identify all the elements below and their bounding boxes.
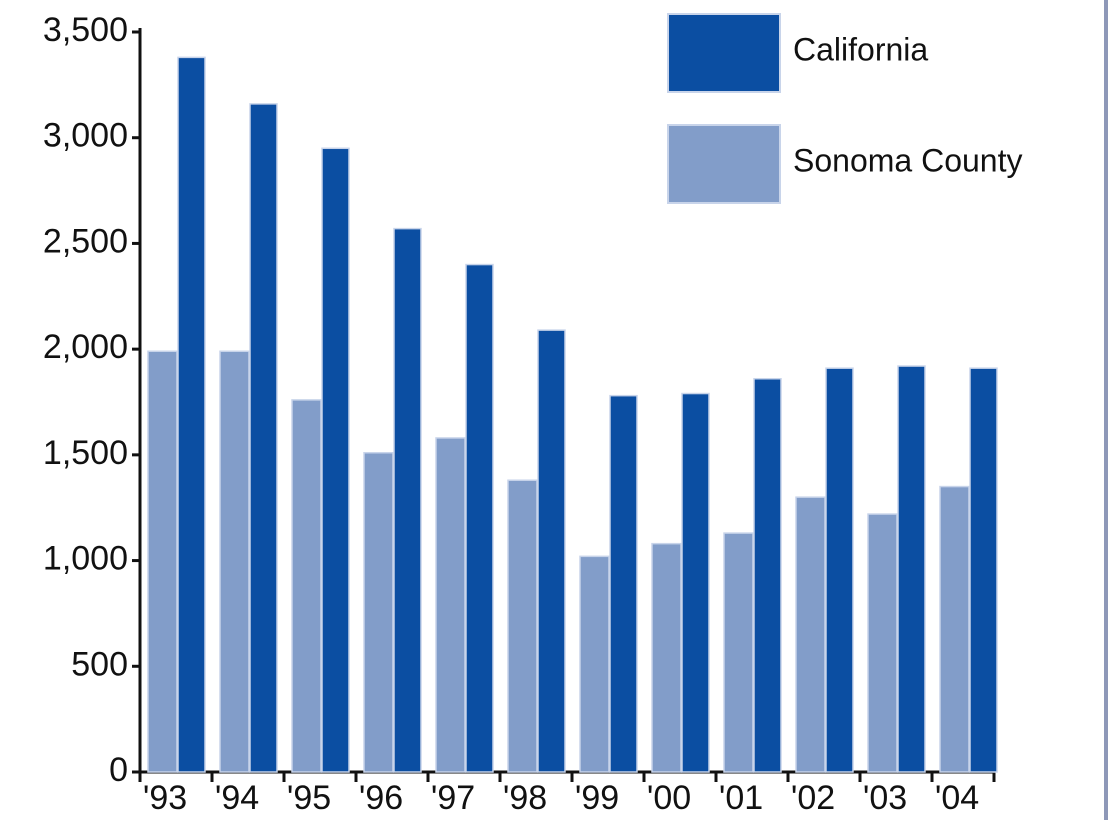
bar [393, 227, 422, 773]
bar [825, 367, 854, 773]
bar [465, 263, 494, 773]
bar [435, 437, 466, 773]
bar [723, 532, 754, 773]
x-tick-label: '93 [143, 779, 187, 817]
bar [753, 377, 782, 773]
bar [507, 479, 538, 773]
x-tick-label: '00 [647, 779, 691, 817]
bar [579, 555, 610, 773]
bar [795, 496, 826, 773]
legend-swatch [667, 124, 781, 204]
bar [177, 56, 206, 773]
x-tick-label: '98 [503, 779, 547, 817]
y-tick-label: 2,000 [43, 328, 128, 366]
x-tick-label: '01 [719, 779, 763, 817]
x-tick-label: '96 [359, 779, 403, 817]
bar [537, 329, 566, 773]
bar [363, 451, 394, 773]
bar [969, 367, 998, 773]
y-tick-label: 3,500 [43, 11, 128, 49]
y-tick-label: 3,000 [43, 117, 128, 155]
bar [681, 392, 710, 773]
bar [867, 513, 898, 773]
bar [321, 147, 350, 773]
bar [291, 399, 322, 773]
bar [219, 350, 250, 773]
bar [147, 350, 178, 773]
bar [939, 485, 970, 773]
x-tick-label: '03 [863, 779, 907, 817]
legend-label: Sonoma County [793, 142, 1022, 178]
x-tick-label: '97 [431, 779, 475, 817]
x-tick-label: '99 [575, 779, 619, 817]
x-tick-label: '04 [935, 779, 979, 817]
y-tick-label: 0 [109, 751, 128, 789]
y-tick-label: 1,500 [43, 434, 128, 472]
bar [651, 542, 682, 773]
y-tick-label: 2,500 [43, 222, 128, 260]
bar [249, 103, 278, 773]
x-tick-label: '94 [215, 779, 259, 817]
x-tick-label: '95 [287, 779, 331, 817]
legend-swatch [667, 13, 781, 93]
x-tick-label: '02 [791, 779, 835, 817]
y-tick-label: 1,000 [43, 540, 128, 578]
y-tick-label: 500 [71, 645, 128, 683]
bar [897, 365, 926, 773]
legend-label: California [793, 31, 928, 67]
bar [609, 394, 638, 773]
